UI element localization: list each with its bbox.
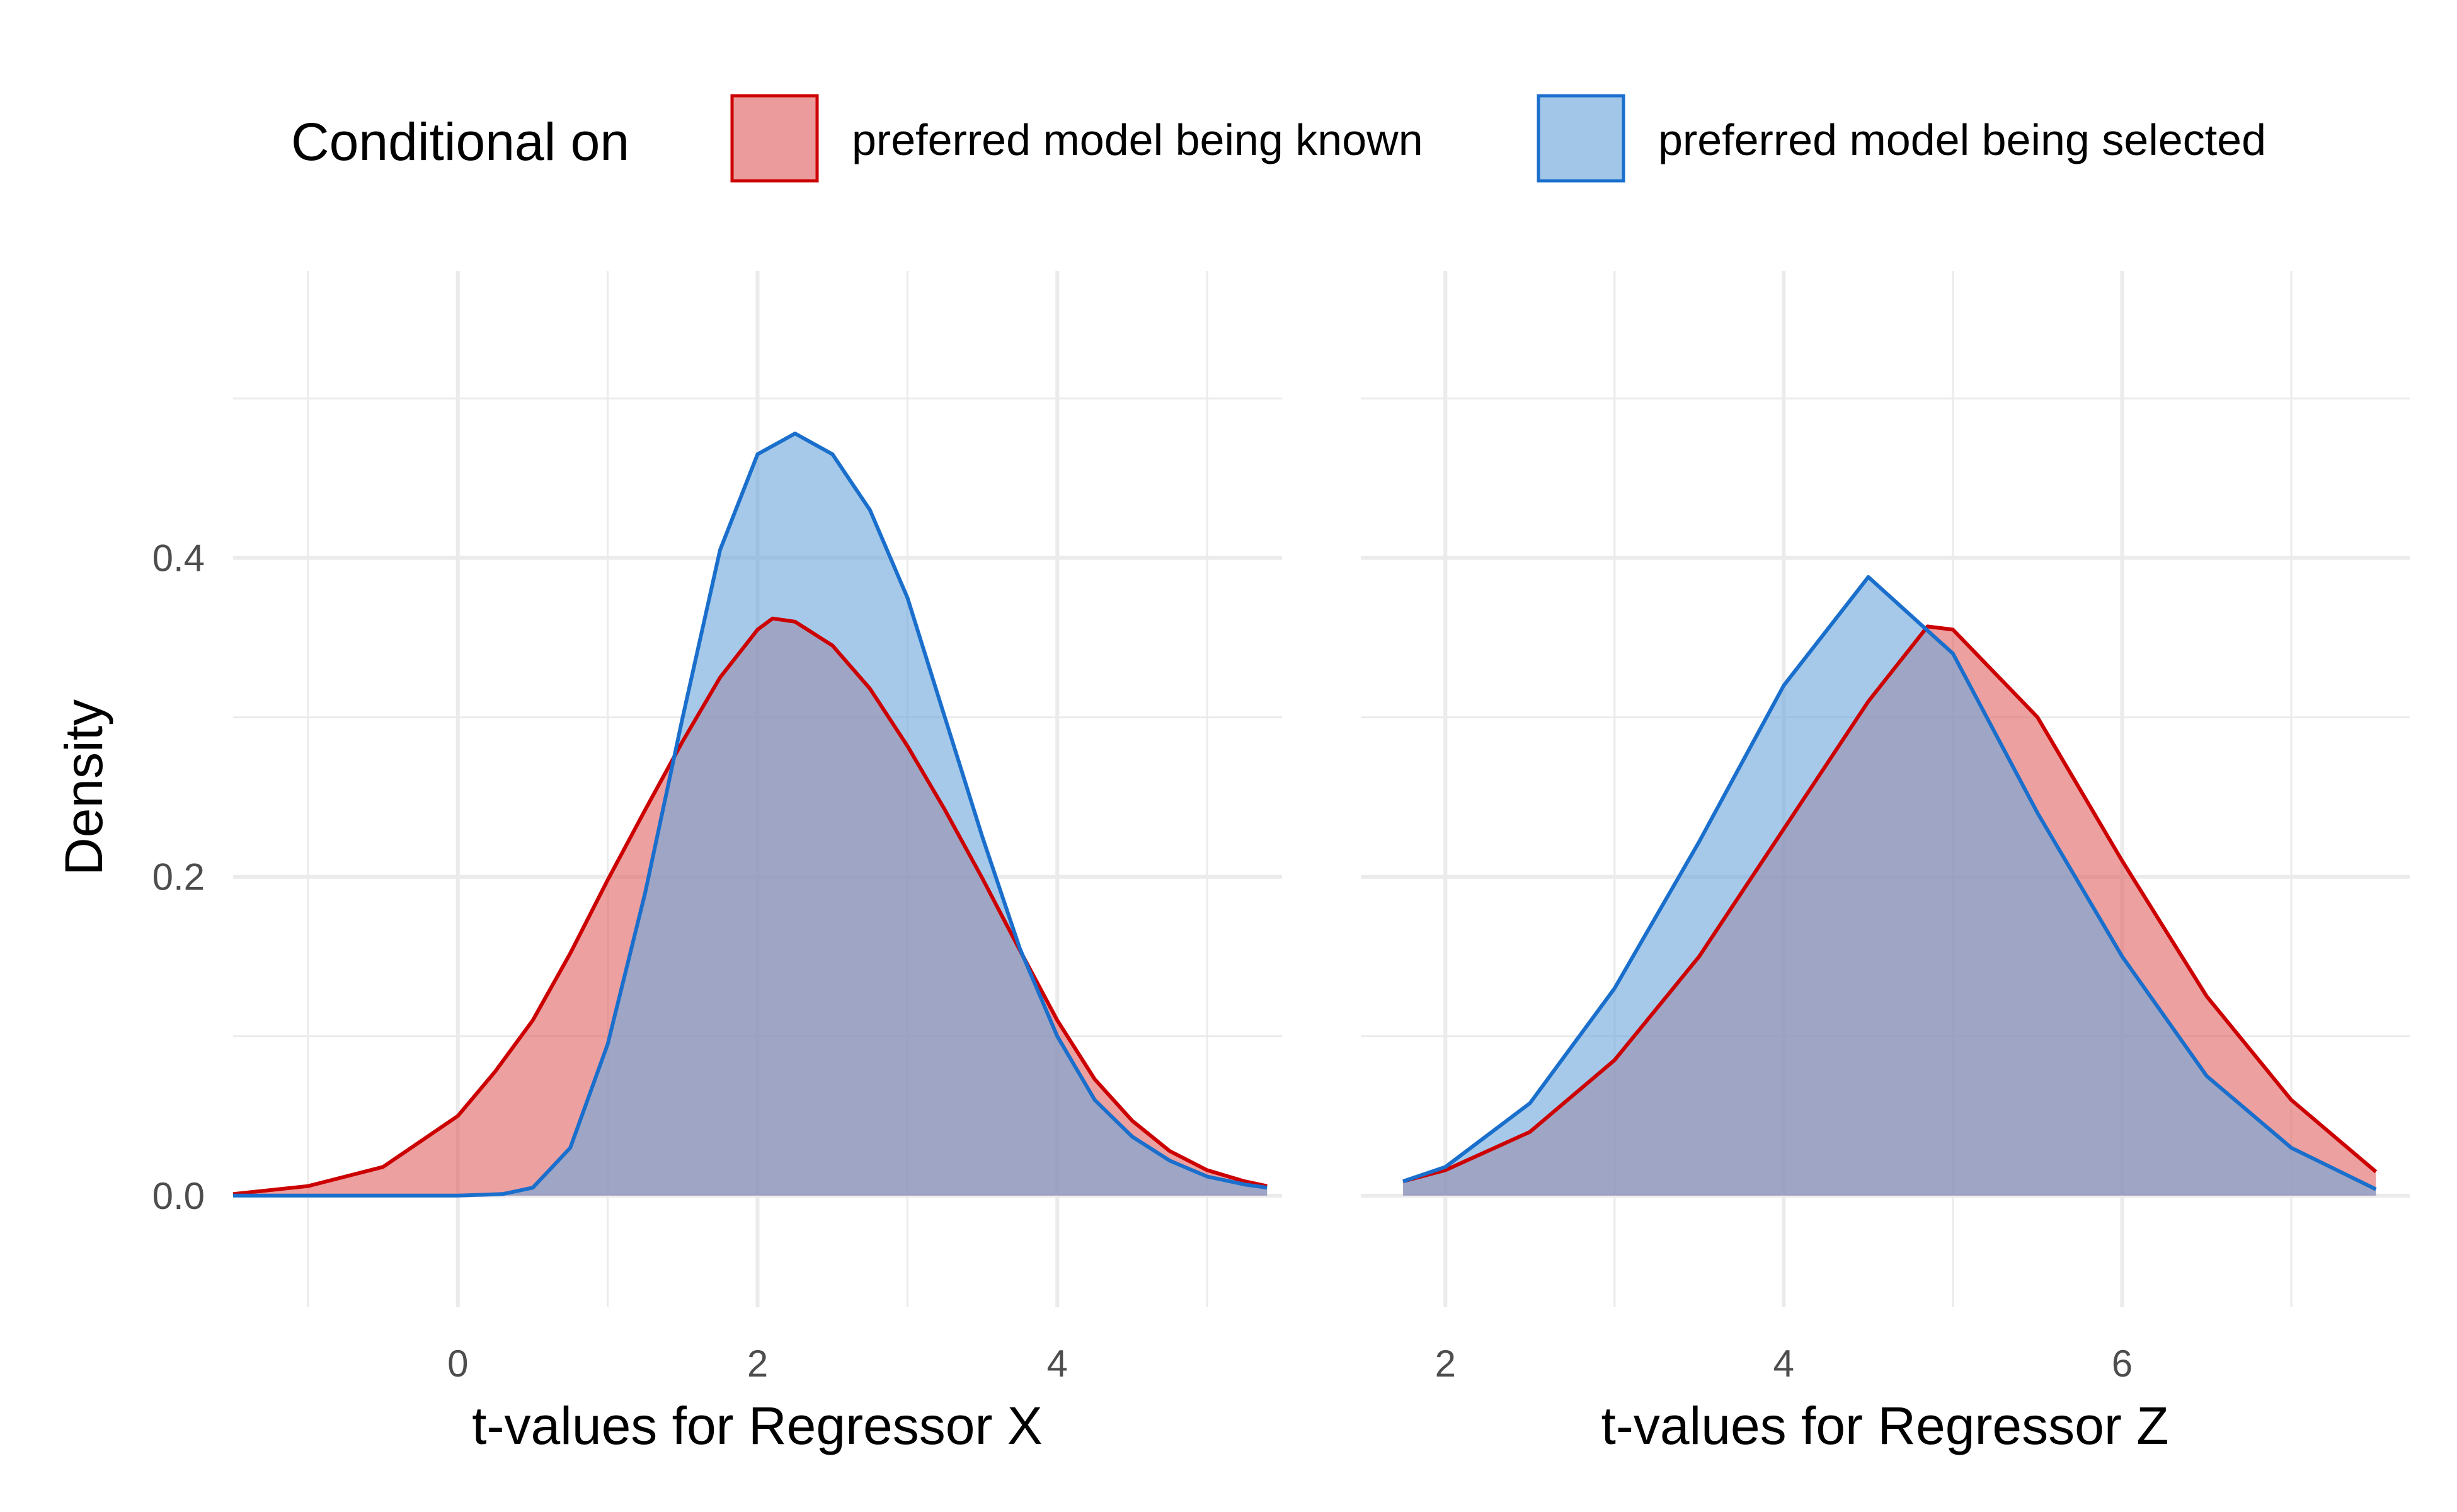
density-line-known (1402, 624, 2378, 1184)
legend-key-selected (1537, 94, 1625, 183)
x-tick-label: 4 (1047, 1343, 1068, 1385)
y-tick-label: 0.4 (152, 537, 205, 580)
density-area-selected (233, 433, 1268, 1196)
y-axis-title: Density (54, 699, 113, 876)
legend-title: Conditional on (291, 112, 629, 171)
x-axis-title-regressor-x: t-values for Regressor X (472, 1396, 1043, 1455)
legend-label-known: preferred model being known (852, 115, 1423, 164)
panel-regressor-x: 0 2 4 (232, 271, 1282, 1385)
x-axis-title-regressor-z: t-values for Regressor Z (1601, 1396, 2169, 1455)
legend-label-selected: preferred model being selected (1658, 115, 2266, 164)
x-tick-label: 6 (2112, 1343, 2133, 1385)
y-tick-label: 0.2 (152, 856, 205, 898)
x-tick-label: 2 (747, 1343, 768, 1385)
y-tick-label: 0.0 (152, 1175, 205, 1217)
density-line-selected (1402, 575, 2377, 1191)
x-tick-label: 4 (1773, 1343, 1794, 1385)
legend: Conditional on preferred model being kno… (291, 94, 2266, 183)
density-area-selected (1403, 576, 2376, 1196)
panel-regressor-z: 2 4 6 (1361, 271, 2410, 1385)
density-line-selected (233, 432, 1268, 1198)
x-tick-label: 2 (1435, 1343, 1456, 1385)
legend-key-known (730, 94, 819, 183)
density-line-known (232, 616, 1268, 1196)
x-tick-label: 0 (447, 1343, 468, 1385)
